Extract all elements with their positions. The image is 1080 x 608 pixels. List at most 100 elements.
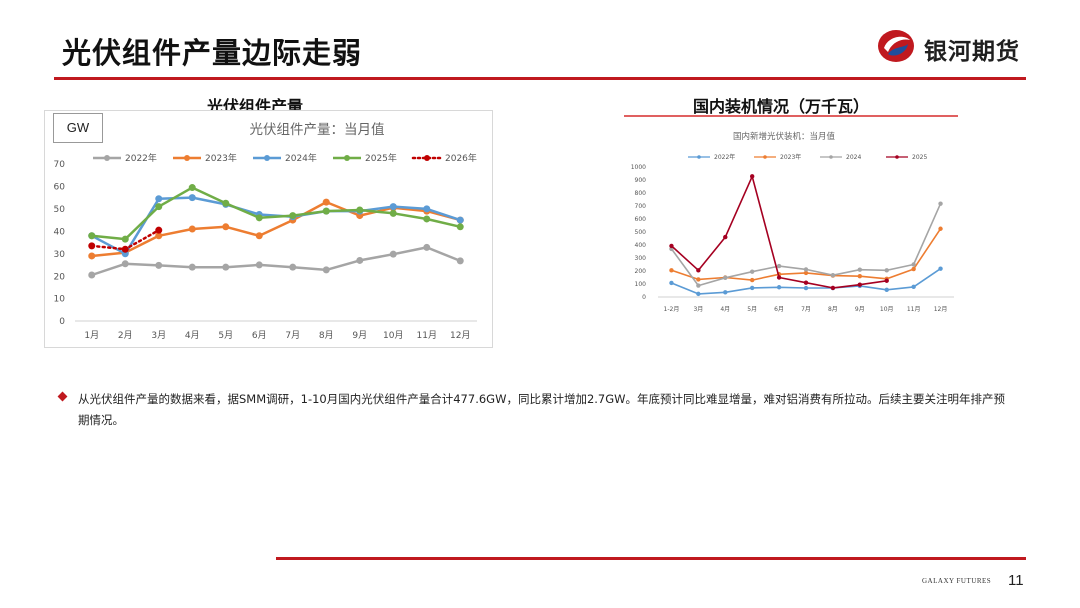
x-tick-label: 1月 — [84, 330, 99, 341]
x-tick-label: 7月 — [285, 330, 300, 341]
data-point — [696, 277, 701, 282]
x-tick-label: 10月 — [383, 330, 403, 341]
y-tick-label: 70 — [54, 160, 66, 170]
data-point — [188, 263, 196, 271]
data-point — [188, 184, 196, 192]
data-point — [255, 232, 263, 240]
data-point — [88, 271, 96, 279]
y-tick-label: 700 — [635, 203, 647, 210]
legend-marker — [895, 155, 899, 159]
data-point — [776, 275, 782, 280]
y-tick-label: 40 — [54, 227, 66, 237]
legend-label: 2024年 — [285, 152, 317, 164]
data-point — [938, 226, 943, 231]
data-point — [188, 225, 196, 233]
data-point — [776, 263, 782, 269]
x-tick-label: 3月 — [151, 330, 166, 341]
brand-name: 银河期货 — [924, 39, 1020, 65]
y-tick-label: 900 — [635, 177, 647, 184]
data-point — [938, 266, 943, 271]
legend-label: 2025 — [912, 154, 927, 161]
data-point — [88, 252, 96, 260]
x-tick-label: 9月 — [352, 330, 367, 341]
header-divider — [54, 77, 1026, 80]
y-tick-label: 100 — [635, 281, 647, 288]
pv-module-output-chart: GW 光伏组件产量：当月值 2022年 2023年 2024年 2025年 2026年 0 1… — [44, 110, 493, 348]
data-point — [456, 257, 464, 265]
bullet-diamond-icon — [57, 391, 68, 402]
data-point — [255, 261, 263, 269]
data-point — [423, 243, 431, 251]
series-line — [91, 246, 461, 277]
footer-divider — [276, 557, 1026, 560]
brand-logo: 银河期货 — [874, 26, 1034, 66]
data-point — [776, 285, 782, 290]
right-panel-heading: 国内装机情况（万千瓦） — [693, 97, 870, 116]
legend-marker — [344, 155, 350, 161]
data-point — [696, 283, 701, 288]
y-tick-label: 30 — [54, 250, 66, 260]
data-point — [830, 285, 836, 291]
data-point — [155, 261, 163, 269]
data-point — [423, 205, 431, 213]
data-point — [423, 215, 431, 223]
data-point — [188, 194, 196, 202]
footer-brand: GALAXY FUTURES — [922, 577, 992, 585]
series-line — [91, 186, 461, 241]
y-tick-label: 500 — [635, 229, 647, 236]
pv-module-output-plot: 光伏组件产量：当月值 2022年 2023年 2024年 2025年 2026年 0 10 20… — [54, 122, 477, 341]
data-point — [669, 280, 674, 286]
data-point — [803, 267, 809, 272]
data-point — [389, 203, 397, 211]
data-point — [222, 199, 230, 207]
data-point — [857, 282, 863, 287]
y-tick-label: 200 — [635, 268, 647, 275]
x-tick-label: 4月 — [185, 330, 200, 341]
legend-label: 2023年 — [205, 152, 237, 164]
y-tick-label: 600 — [635, 216, 647, 223]
data-point — [857, 267, 863, 272]
x-tick-label: 9月 — [855, 306, 865, 313]
legend-label: 2022年 — [125, 152, 157, 164]
data-point — [749, 285, 755, 291]
data-point — [121, 260, 129, 268]
pv-installation-chart: 国内新增光伏装机：当月值 2022年 2023年 2024 2025 0 100 200 300… — [622, 120, 958, 320]
x-tick-label: 10月 — [880, 306, 894, 313]
legend-label: 2023年 — [780, 153, 801, 161]
data-point — [322, 207, 330, 215]
data-point — [155, 195, 163, 203]
data-point — [884, 278, 889, 283]
y-tick-label: 1000 — [631, 164, 646, 171]
data-point — [911, 266, 916, 272]
y-tick-label: 10 — [54, 295, 66, 305]
y-tick-label: 60 — [54, 183, 66, 193]
galaxy-logo-icon — [878, 30, 914, 62]
x-tick-label: 3月 — [693, 306, 703, 313]
chart-title: 国内新增光伏装机：当月值 — [733, 131, 836, 142]
data-point — [322, 198, 330, 206]
data-point — [938, 201, 943, 206]
x-tick-label: 8月 — [319, 330, 334, 341]
data-point — [155, 226, 163, 234]
x-tick-label: 11月 — [417, 330, 437, 341]
series-line — [91, 196, 461, 255]
data-point — [749, 269, 755, 274]
legend-label: 2026年 — [445, 152, 477, 164]
data-point — [255, 214, 263, 222]
data-point — [911, 262, 916, 267]
legend-label: 2025年 — [365, 152, 397, 164]
data-point — [884, 268, 889, 273]
x-tick-label: 7月 — [801, 306, 811, 313]
data-point — [723, 290, 728, 295]
data-point — [749, 277, 755, 283]
right-heading-underline — [624, 115, 958, 117]
legend-marker — [264, 155, 270, 161]
page-number: 11 — [1008, 572, 1024, 589]
data-point — [456, 216, 464, 224]
data-point — [723, 234, 728, 240]
data-point — [356, 256, 364, 264]
analysis-paragraph: 从光伏组件产量的数据来看，据SMM调研，1-10月国内光伏组件产量合计477.6… — [78, 392, 1006, 427]
data-point — [830, 272, 836, 278]
legend-marker — [829, 155, 833, 159]
y-tick-label: 400 — [635, 242, 647, 249]
